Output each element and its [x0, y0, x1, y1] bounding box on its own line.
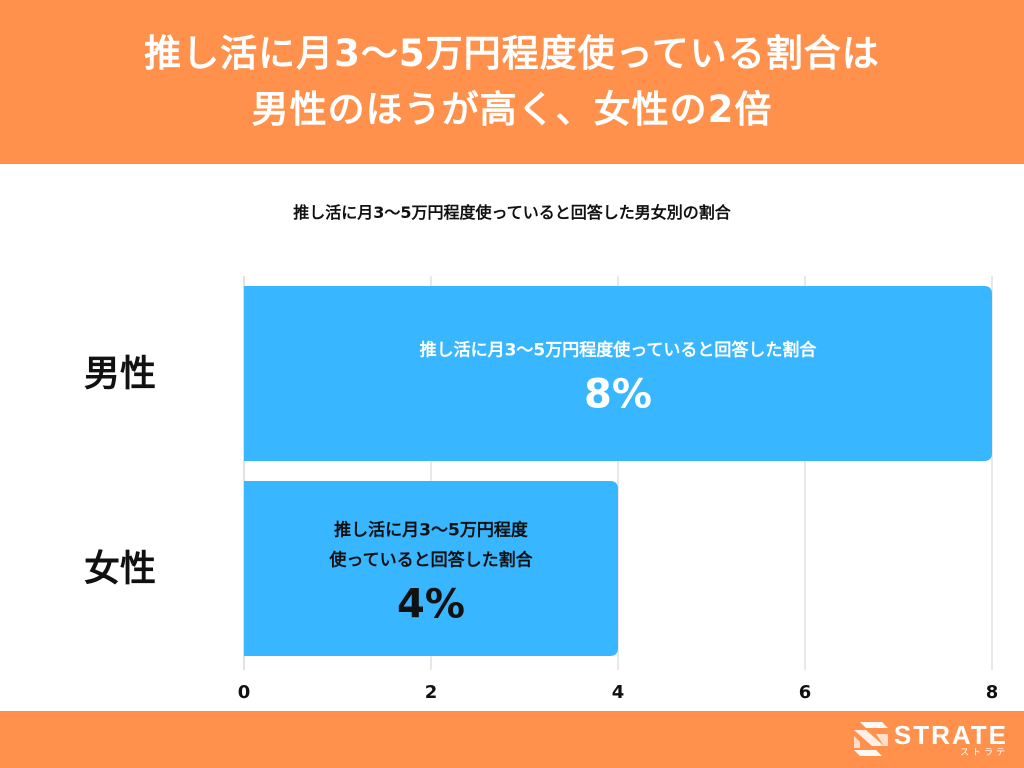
chart-title: 推し活に月3〜5万円程度使っていると回答した男女別の割合	[293, 203, 731, 222]
header-banner: 推し活に月3〜5万円程度使っている割合は 男性のほうが高く、女性の2倍	[0, 0, 1024, 164]
x-tick-label: 8	[986, 682, 999, 703]
x-tick-label: 4	[612, 682, 625, 703]
x-tick-label: 2	[425, 682, 438, 703]
category-label: 男性	[84, 354, 156, 395]
x-tick-label: 0	[238, 682, 251, 703]
bar-description-label: 使っていると回答した割合	[328, 550, 533, 571]
bar-description-label: 推し活に月3〜5万円程度使っていると回答した割合	[420, 340, 818, 361]
logo-text: STRATE	[893, 719, 1008, 750]
bar	[244, 481, 618, 656]
category-label: 女性	[84, 549, 156, 590]
x-tick-label: 6	[799, 682, 812, 703]
footer-banner: STRATE ストラテ	[0, 711, 1024, 768]
strate-logo: STRATE ストラテ	[853, 719, 1008, 761]
headline-line-1: 推し活に月3〜5万円程度使っている割合は	[144, 32, 880, 75]
bar-value-label: 4%	[397, 582, 465, 628]
logo-subtext: ストラテ	[959, 747, 1008, 758]
bar-description-label: 推し活に月3〜5万円程度	[334, 520, 529, 541]
bar-value-label: 8%	[584, 372, 652, 418]
bar	[244, 286, 992, 461]
strate-s-icon	[853, 722, 888, 756]
headline-line-2: 男性のほうが高く、女性の2倍	[251, 88, 773, 131]
